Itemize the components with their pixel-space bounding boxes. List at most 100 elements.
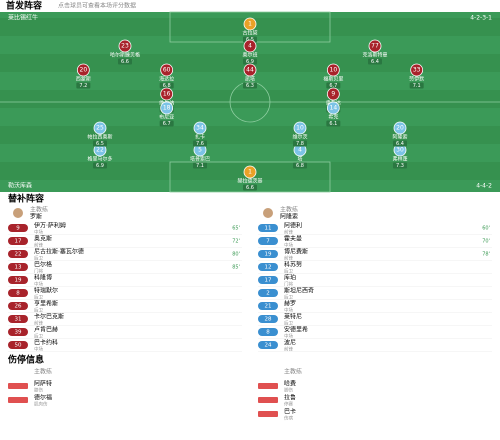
rating-box (243, 58, 257, 65)
sub-number-badge (8, 224, 28, 232)
player-number: 23 (121, 43, 129, 50)
player-badge[interactable] (243, 17, 257, 31)
player-badge[interactable] (93, 121, 107, 135)
player-badge[interactable] (160, 63, 174, 77)
title: 首发阵容 (6, 0, 42, 12)
sub-position: 中场 (284, 307, 293, 314)
sub-name[interactable]: 博尼费斯 (284, 248, 308, 256)
away-formation: 4-4-2 (476, 183, 492, 190)
player-badge[interactable] (243, 63, 257, 77)
player-badge[interactable] (243, 165, 257, 179)
rating-box (159, 82, 174, 89)
sub-number-badge (8, 263, 28, 271)
player-name: 哈尔斯滕贝格 (110, 52, 140, 59)
player-badge[interactable] (368, 39, 382, 53)
rating-box (293, 140, 307, 147)
player-rating: 6.8 (296, 163, 304, 169)
player-rating: 6.3 (246, 83, 254, 89)
player-rating: 6.5 (96, 141, 104, 147)
sub-name[interactable]: 科隆博 (34, 274, 52, 282)
coach-icon (13, 208, 23, 218)
sub-name[interactable]: 莱特尼 (284, 313, 302, 321)
sub-name[interactable]: 亨里希斯 (34, 300, 58, 308)
injury-head: 主教练 (34, 368, 52, 376)
sub-position: 门将 (34, 268, 43, 275)
player-badge[interactable] (193, 121, 207, 135)
sub-number: 17 (15, 239, 22, 245)
injuries-title: 伤停信息 (7, 354, 44, 366)
sub-name[interactable]: 斯坦尼西奇 (284, 287, 314, 295)
sub-number: 50 (15, 343, 22, 349)
player-rating: 6.6 (121, 59, 129, 65)
player-rating: 6.8 (163, 83, 171, 89)
sub-number: 19 (265, 252, 272, 258)
sub-position: 后卫 (284, 294, 293, 301)
sub-name[interactable]: 科苏努 (284, 261, 302, 269)
sub-name[interactable]: 库珀 (284, 274, 296, 282)
rating-box (393, 140, 407, 147)
sub-minute: 60' (482, 226, 490, 232)
injury-name: 德尔福 (34, 394, 52, 402)
sub-name[interactable]: 巴卡约科 (34, 339, 58, 347)
sub-name[interactable]: 伊万·萨利姆 (34, 222, 66, 230)
sub-number-badge (258, 250, 278, 258)
player-badge[interactable] (326, 101, 340, 115)
sub-position: 后卫 (34, 307, 43, 314)
sub-number-badge (8, 250, 28, 258)
player-badge[interactable] (326, 87, 340, 101)
player-number: 5 (198, 147, 202, 154)
player-badge[interactable] (393, 121, 407, 135)
player-number: 16 (163, 91, 171, 98)
player-name: 古拉契 (242, 30, 257, 37)
sub-number-badge (258, 302, 278, 310)
sub-minute: 70' (482, 239, 490, 245)
sub-number: 11 (265, 226, 272, 232)
home-formation: 4-2-3-1 (470, 15, 492, 22)
sub-name[interactable]: 赫罗 (284, 301, 296, 308)
sub-minute: 85' (232, 265, 240, 271)
player-name: 格里马尔多 (87, 156, 112, 163)
sub-number-badge (258, 263, 278, 271)
player-number: 77 (371, 43, 379, 50)
player-number: 1 (248, 21, 252, 28)
sub-number-badge (258, 289, 278, 297)
sub-name[interactable]: 尼古拉斯·塞瓦尔德 (34, 248, 84, 256)
player-badge[interactable] (160, 101, 174, 115)
player-rating: 7.2 (79, 83, 87, 89)
player-badge[interactable] (243, 39, 257, 53)
player-badge[interactable] (160, 87, 174, 101)
player-badge[interactable] (118, 39, 132, 53)
player-number: 9 (331, 91, 335, 98)
sub-name[interactable]: 卡尔巴克斯 (34, 313, 64, 321)
player-name: 帕拉西奥斯 (87, 134, 112, 141)
sub-name[interactable]: 霍夫曼 (284, 235, 302, 243)
player-name: 塔 (297, 156, 302, 163)
player-badge[interactable] (293, 121, 307, 135)
sub-number: 8 (266, 330, 270, 336)
sub-name[interactable]: 卢肯巴赫 (34, 326, 58, 334)
injury-icon (8, 397, 28, 403)
sub-name[interactable]: 奥克斯 (34, 235, 52, 243)
sub-position: 中场 (34, 229, 43, 236)
sub-name[interactable]: 安德里希 (284, 326, 308, 334)
sub-position: 中场 (34, 281, 43, 288)
player-rating: 7.1 (413, 83, 421, 89)
player-number: 30 (396, 147, 404, 154)
player-badge[interactable] (76, 63, 90, 77)
sub-number: 22 (15, 252, 22, 258)
sub-name[interactable]: 特瑞默尔 (34, 287, 58, 295)
player-name: 奥尔班 (242, 52, 257, 59)
player-badge[interactable] (326, 63, 340, 77)
sub-number: 19 (15, 278, 22, 284)
injury-icon (258, 383, 278, 389)
sub-name[interactable]: 阿德利 (284, 222, 302, 230)
sub-number: 13 (15, 265, 22, 271)
player-badge[interactable] (410, 63, 424, 77)
sub-position: 门将 (284, 281, 293, 288)
rating-box (193, 140, 207, 147)
sub-name[interactable]: 波尼 (284, 339, 296, 347)
sub-name[interactable]: 巴尔格 (34, 261, 52, 269)
rating-box (93, 140, 107, 147)
player-rating: 6.4 (371, 59, 379, 65)
sub-number: 17 (265, 278, 272, 284)
